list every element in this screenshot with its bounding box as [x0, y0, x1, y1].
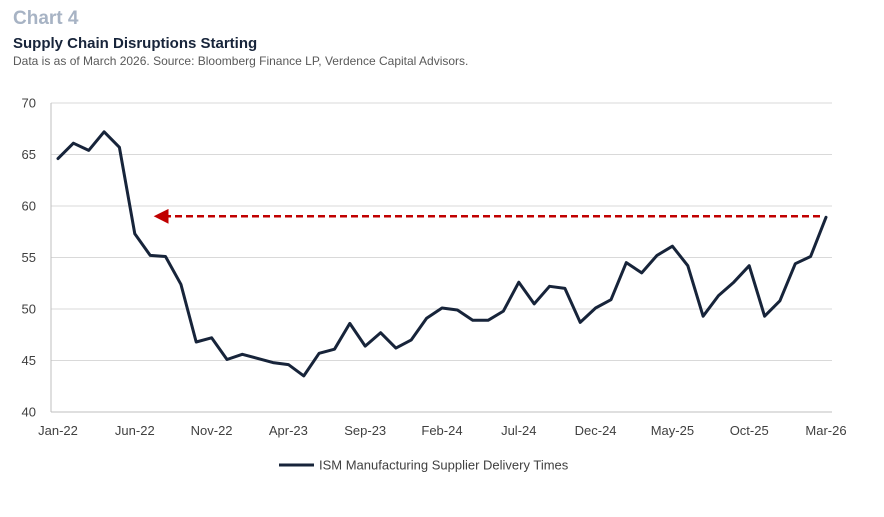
- series-line-ism-supplier-delivery: [56, 130, 828, 378]
- x-tick-label: Oct-25: [730, 423, 769, 438]
- y-tick-label: 55: [22, 250, 36, 265]
- x-tick-label: Jan-22: [38, 423, 78, 438]
- chart-header: Chart 4 Supply Chain Disruptions Startin…: [13, 8, 468, 68]
- y-tick-label: 60: [22, 199, 36, 214]
- x-tick-label: Sep-23: [344, 423, 386, 438]
- x-tick-label: Feb-24: [421, 423, 462, 438]
- x-tick-label: Dec-24: [575, 423, 617, 438]
- chart-number: Chart 4: [13, 8, 79, 29]
- legend-label: ISM Manufacturing Supplier Delivery Time…: [319, 458, 569, 473]
- gridlines: [51, 102, 832, 361]
- series-layer: [56, 130, 828, 378]
- y-tick-label: 65: [22, 147, 36, 162]
- x-tick-label: Jun-22: [115, 423, 155, 438]
- x-tick-label: May-25: [651, 423, 694, 438]
- legend: ISM Manufacturing Supplier Delivery Time…: [279, 458, 569, 473]
- axes: 40 45 50 55 60 65 70 Jan-22 Jun-22 Nov-22 Apr-23 Se…: [22, 96, 847, 439]
- y-tick-label: 45: [22, 353, 36, 368]
- y-tick-label: 50: [22, 302, 36, 317]
- y-tick-label: 70: [22, 96, 36, 111]
- x-tick-label: Apr-23: [269, 423, 308, 438]
- x-tick-label: Jul-24: [501, 423, 536, 438]
- chart-source: Data is as of March 2026. Source: Bloomb…: [13, 54, 469, 68]
- chart-title: Supply Chain Disruptions Starting: [13, 35, 258, 52]
- x-tick-label: Nov-22: [191, 423, 233, 438]
- x-tick-label: Mar-26: [805, 423, 846, 438]
- y-tick-label: 40: [22, 405, 36, 420]
